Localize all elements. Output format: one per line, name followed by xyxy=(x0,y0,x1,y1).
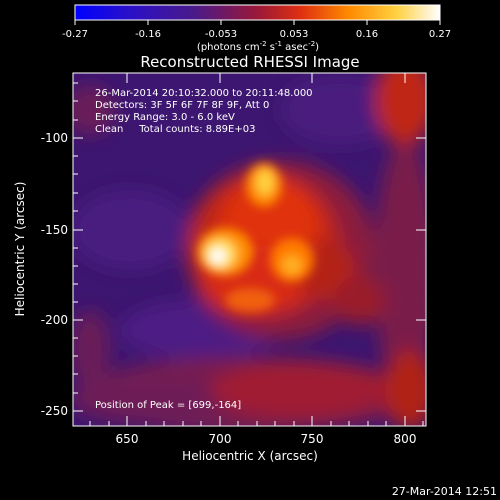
colorbar-ticks xyxy=(74,20,441,25)
plot-frame xyxy=(72,72,427,427)
plot-timestamp: 27-Mar-2014 12:51 xyxy=(392,485,497,498)
y-tick-label: -150 xyxy=(41,223,68,237)
plot-title: Reconstructed RHESSI Image xyxy=(140,53,359,71)
colorbar-tick-label: 0.053 xyxy=(280,29,309,40)
rhessi-image xyxy=(73,73,426,426)
colorbar-tick-label: -0.16 xyxy=(135,29,161,40)
axis-ticks xyxy=(73,73,426,426)
colorbar-tick-label: -0.27 xyxy=(62,29,88,40)
info-energy-range: Energy Range: 3.0 - 6.0 keV xyxy=(95,112,235,123)
peak-position-label: Position of Peak = [699,-164] xyxy=(95,400,241,411)
info-counts: Clean Total counts: 8.89E+03 xyxy=(95,124,255,135)
x-tick-label: 700 xyxy=(209,432,232,446)
y-tick-label: -250 xyxy=(41,404,68,418)
info-time-range: 26-Mar-2014 20:10:32.000 to 20:11:48.000 xyxy=(95,88,313,99)
y-tick-label: -100 xyxy=(41,131,68,145)
y-axis-title: Heliocentric Y (arcsec) xyxy=(13,182,27,317)
y-tick-label: -200 xyxy=(41,313,68,327)
x-axis-title: Heliocentric X (arcsec) xyxy=(182,449,318,463)
x-tick-label: 750 xyxy=(301,432,324,446)
x-tick-label: 800 xyxy=(394,432,417,446)
info-detectors: Detectors: 3F 5F 6F 7F 8F 9F, Att 0 xyxy=(95,100,269,111)
colorbar-units: (photons cm-2 s-1 asec-2) xyxy=(197,40,319,53)
x-tick-label: 650 xyxy=(116,432,139,446)
colorbar-tick-label: -0.053 xyxy=(205,29,237,40)
colorbar xyxy=(74,4,441,21)
colorbar-tick-label: 0.16 xyxy=(356,29,378,40)
colorbar-tick-label: 0.27 xyxy=(429,29,451,40)
